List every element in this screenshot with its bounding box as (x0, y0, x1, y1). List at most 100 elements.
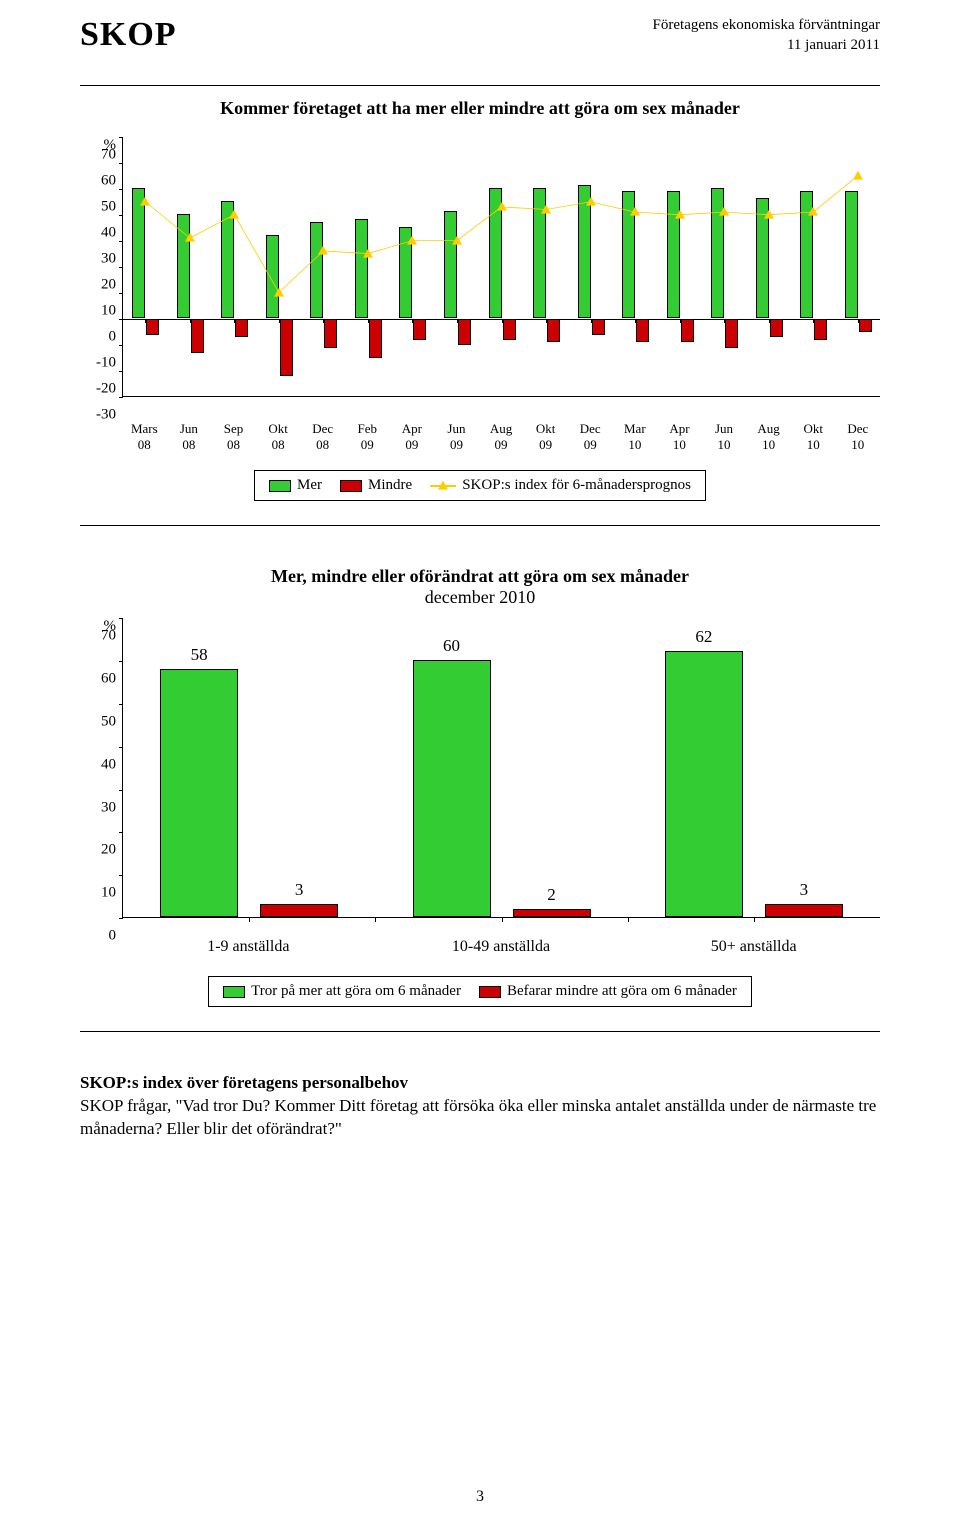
chart2-plot: 583602623 (122, 618, 880, 918)
chart1-y-tick: 20 (101, 277, 116, 294)
chart2: % 706050403020100 583602623 1-9 anställd… (80, 618, 880, 1007)
chart1-bar-mer (444, 211, 457, 318)
chart1-x-label: Okt08 (256, 421, 301, 452)
body-paragraph: SKOP frågar, "Vad tror Du? Kommer Ditt f… (80, 1096, 876, 1138)
chart1-bar-mindre (146, 319, 159, 335)
chart2-y-tick: 20 (101, 842, 116, 859)
chart1-bar-mer (310, 222, 323, 318)
chart2-bar-b (513, 909, 591, 918)
page-number: 3 (476, 1488, 484, 1506)
chart1-x-label: Jun08 (167, 421, 212, 452)
triangle-marker-icon (719, 207, 729, 216)
chart1-x-label: Jun10 (702, 421, 747, 452)
chart2-y-tick: 10 (101, 885, 116, 902)
chart2-x-axis: 1-9 anställda10-49 anställda50+ anställd… (122, 936, 880, 958)
chart1-y-tick: 10 (101, 303, 116, 320)
chart1-y-tick: 40 (101, 225, 116, 242)
chart1-x-label: Okt09 (523, 421, 568, 452)
chart2-y-axis: % 706050403020100 (80, 618, 122, 936)
chart1-legend: Mer Mindre SKOP:s index för 6-månaderspr… (254, 470, 706, 501)
triangle-marker-icon (497, 202, 507, 211)
chart1-bar-mindre (547, 319, 560, 342)
chart1-x-label: Sep08 (211, 421, 256, 452)
chart2-legend-b-label: Befarar mindre att göra om 6 månader (507, 983, 737, 1000)
triangle-marker-icon (808, 207, 818, 216)
triangle-marker-icon (274, 288, 284, 297)
chart1-x-label: Feb09 (345, 421, 390, 452)
chart1: % 706050403020100-10-20-30 Mars08Jun08Se… (80, 137, 880, 501)
separator (80, 85, 880, 86)
chart1-bar-mindre (636, 319, 649, 342)
chart2-legend-a: Tror på mer att göra om 6 månader (223, 983, 461, 1000)
chart1-bar-mer (266, 235, 279, 318)
square-icon (269, 480, 291, 492)
triangle-marker-icon (586, 197, 596, 206)
chart2-y-tick: 0 (109, 928, 117, 945)
chart1-bar-mindre (191, 319, 204, 353)
square-icon (223, 986, 245, 998)
chart1-bar-mer (845, 191, 858, 318)
chart1-y-tick: -10 (96, 355, 116, 372)
chart1-y-tick: 70 (101, 147, 116, 164)
chart1-legend-mindre-label: Mindre (368, 477, 412, 494)
header-right: Företagens ekonomiska förväntningar 11 j… (653, 16, 880, 55)
chart1-legend-mer: Mer (269, 477, 322, 494)
triangle-marker-icon (675, 210, 685, 219)
triangle-marker-icon (229, 210, 239, 219)
separator (80, 525, 880, 526)
triangle-marker-icon (185, 233, 195, 242)
chart1-bar-mindre (814, 319, 827, 340)
chart1-x-label: Jun09 (434, 421, 479, 452)
chart1-bar-mindre (725, 319, 738, 348)
triangle-marker-icon (452, 236, 462, 245)
chart2-value-label: 62 (695, 627, 712, 647)
chart1-y-tick: 60 (101, 173, 116, 190)
chart1-legend-line-label: SKOP:s index för 6-månadersprognos (462, 477, 691, 494)
triangle-marker-icon (764, 210, 774, 219)
chart1-x-label: Mar10 (613, 421, 658, 452)
chart2-x-label: 1-9 anställda (207, 938, 289, 956)
chart1-x-label: Dec10 (836, 421, 881, 452)
triangle-marker-icon (407, 236, 417, 245)
chart1-bar-mer (177, 214, 190, 318)
chart1-x-label: Apr09 (390, 421, 435, 452)
chart2-bar-b (260, 904, 338, 917)
chart1-x-axis: Mars08Jun08Sep08Okt08Dec08Feb09Apr09Jun0… (122, 421, 880, 452)
chart1-legend-line: SKOP:s index för 6-månadersprognos (430, 477, 691, 494)
chart1-bar-mindre (458, 319, 471, 345)
chart1-x-label: Aug10 (746, 421, 791, 452)
brand: SKOP (80, 16, 177, 54)
body-text: SKOP:s index över företagens personalbeh… (80, 1072, 880, 1141)
chart2-legend: Tror på mer att göra om 6 månader Befara… (208, 976, 752, 1007)
chart2-y-tick: 70 (101, 628, 116, 645)
chart1-y-tick: -20 (96, 381, 116, 398)
chart2-y-tick: 50 (101, 713, 116, 730)
chart1-x-label: Dec09 (568, 421, 613, 452)
chart2-value-label: 2 (547, 885, 556, 905)
line-marker-icon (430, 485, 456, 487)
chart1-bar-mindre (235, 319, 248, 337)
chart2-value-label: 60 (443, 636, 460, 656)
triangle-marker-icon (318, 246, 328, 255)
chart2-y-tick: 30 (101, 799, 116, 816)
chart1-bar-mindre (369, 319, 382, 358)
chart1-bar-mindre (503, 319, 516, 340)
chart2-title: Mer, mindre eller oförändrat att göra om… (80, 566, 880, 608)
triangle-marker-icon (541, 204, 551, 213)
chart1-bar-mindre (592, 319, 605, 335)
chart1-x-label: Mars08 (122, 421, 167, 452)
triangle-marker-icon (630, 207, 640, 216)
chart1-title: Kommer företaget att ha mer eller mindre… (80, 98, 880, 119)
body-heading: SKOP:s index över företagens personalbeh… (80, 1073, 408, 1092)
chart1-bar-mindre (770, 319, 783, 337)
square-icon (340, 480, 362, 492)
chart1-legend-mer-label: Mer (297, 477, 322, 494)
chart1-bar-mindre (859, 319, 872, 332)
chart2-legend-a-label: Tror på mer att göra om 6 månader (251, 983, 461, 1000)
separator (80, 1031, 880, 1032)
chart1-x-label: Aug09 (479, 421, 524, 452)
chart2-legend-b: Befarar mindre att göra om 6 månader (479, 983, 737, 1000)
chart1-x-label: Dec08 (300, 421, 345, 452)
chart1-x-label: Apr10 (657, 421, 702, 452)
chart1-bar-mindre (324, 319, 337, 348)
